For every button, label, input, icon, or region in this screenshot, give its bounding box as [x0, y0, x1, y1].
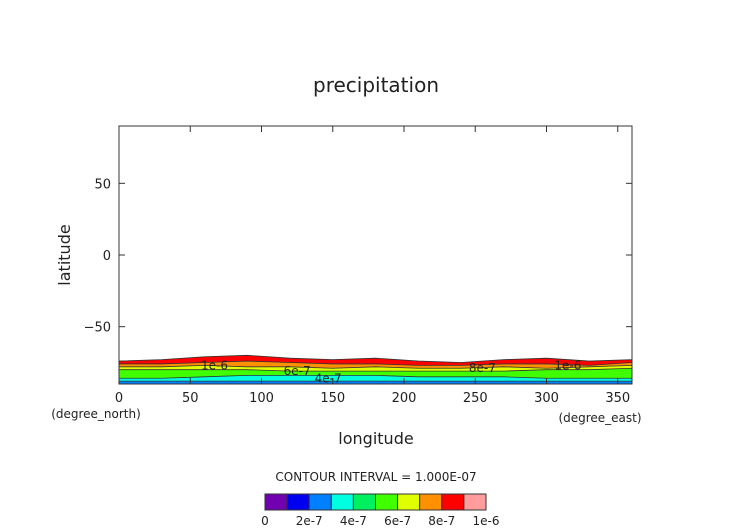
x-tick-label: 200 — [392, 391, 417, 406]
colorbar-label: 1e-6 — [473, 514, 500, 528]
contour-band-5 — [118, 380, 633, 385]
colorbar-swatch — [441, 493, 465, 511]
contour-label: 8e-7 — [469, 361, 496, 375]
colorbar-label: 8e-7 — [428, 514, 455, 528]
x-axis-label: longitude — [338, 429, 413, 448]
y-tick-label: 0 — [103, 249, 111, 264]
contour-label: 1e-6 — [554, 358, 581, 372]
chart-title: precipitation — [313, 73, 439, 97]
colorbar-label: 2e-7 — [296, 514, 323, 528]
y-tick-label: 50 — [94, 177, 111, 192]
x-tick-label: 100 — [249, 391, 274, 406]
colorbar-label: 0 — [261, 514, 269, 528]
contour-bands — [118, 354, 633, 385]
x-tick-label: 350 — [605, 391, 630, 406]
colorbar: 0 2e-7 4e-7 6e-7 8e-7 1e-6 — [261, 493, 500, 528]
contour-interval-label: CONTOUR INTERVAL = 1.000E-07 — [275, 470, 476, 484]
colorbar-swatch — [463, 493, 487, 511]
y-tick-label: −50 — [84, 321, 111, 336]
x-tick-label: 150 — [320, 391, 345, 406]
x-unit-label: (degree_east) — [558, 411, 641, 425]
contour-label: 1e-6 — [201, 358, 228, 372]
colorbar-swatch — [286, 493, 310, 511]
y-unit-label: (degree_north) — [51, 407, 141, 421]
colorbar-swatch — [330, 493, 354, 511]
colorbar-label: 4e-7 — [340, 514, 367, 528]
colorbar-swatch — [419, 493, 443, 511]
colorbar-swatch — [375, 493, 399, 511]
y-axis-label: latitude — [55, 224, 74, 285]
axis-ticks: 0 50 100 150 200 250 300 350 50 0 −50 — [84, 126, 632, 406]
x-tick-label: 250 — [463, 391, 488, 406]
plot-frame — [118, 125, 633, 385]
contour-labels: 1e-6 6e-7 4e-7 8e-7 1e-6 — [201, 358, 581, 385]
x-tick-label: 50 — [182, 391, 199, 406]
colorbar-swatch — [308, 493, 332, 511]
colorbar-swatch — [264, 493, 288, 511]
x-tick-label: 300 — [534, 391, 559, 406]
contour-label: 4e-7 — [315, 371, 342, 385]
colorbar-swatch — [352, 493, 376, 511]
colorbar-swatch — [397, 493, 421, 511]
colorbar-label: 6e-7 — [384, 514, 411, 528]
x-tick-label: 0 — [115, 391, 123, 406]
contour-label: 6e-7 — [284, 364, 311, 378]
